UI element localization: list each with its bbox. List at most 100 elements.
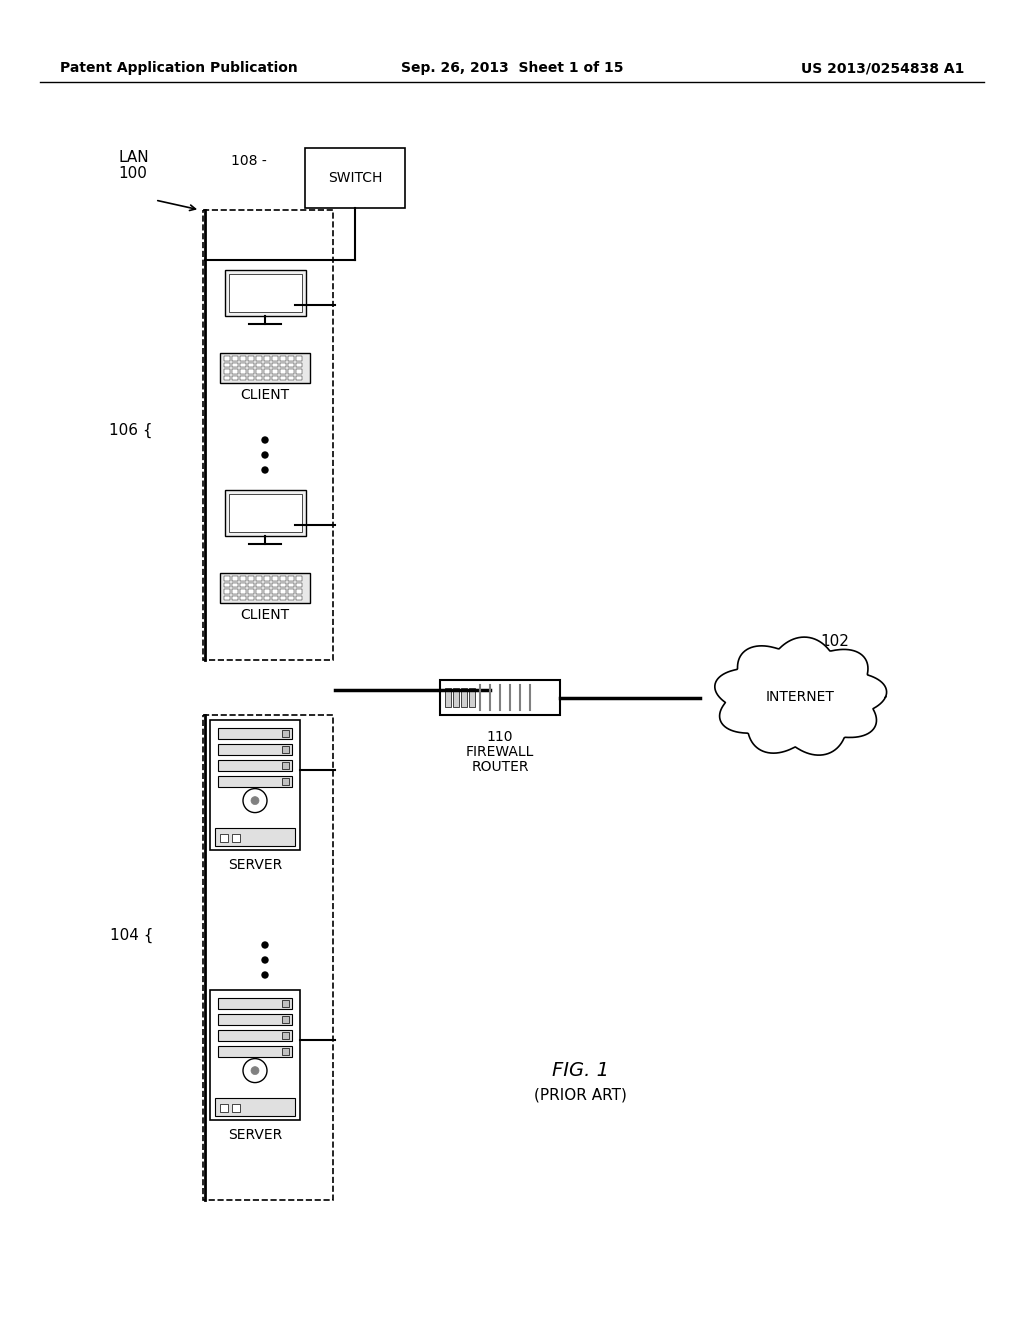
FancyBboxPatch shape [240,370,246,374]
Text: (PRIOR ART): (PRIOR ART) [534,1088,627,1102]
FancyBboxPatch shape [256,576,262,581]
FancyBboxPatch shape [280,595,286,601]
FancyBboxPatch shape [232,589,238,594]
FancyBboxPatch shape [296,589,302,594]
FancyBboxPatch shape [224,595,230,601]
FancyBboxPatch shape [232,1104,240,1111]
FancyBboxPatch shape [224,576,230,581]
FancyBboxPatch shape [232,582,238,587]
FancyBboxPatch shape [224,490,305,536]
Circle shape [262,957,268,964]
Circle shape [262,451,268,458]
FancyBboxPatch shape [296,582,302,587]
FancyBboxPatch shape [280,356,286,360]
FancyBboxPatch shape [248,595,254,601]
Text: 106 {: 106 { [110,422,153,438]
FancyBboxPatch shape [232,363,238,367]
Text: FIG. 1: FIG. 1 [552,1060,608,1080]
Text: CLIENT: CLIENT [241,388,290,403]
FancyBboxPatch shape [282,1001,289,1007]
FancyBboxPatch shape [280,363,286,367]
FancyBboxPatch shape [272,589,278,594]
FancyBboxPatch shape [264,595,270,601]
FancyBboxPatch shape [218,998,292,1008]
FancyBboxPatch shape [272,595,278,601]
FancyBboxPatch shape [264,363,270,367]
FancyBboxPatch shape [215,828,295,846]
FancyBboxPatch shape [272,582,278,587]
FancyBboxPatch shape [240,576,246,581]
Text: US 2013/0254838 A1: US 2013/0254838 A1 [801,61,964,75]
Text: SWITCH: SWITCH [328,172,382,185]
FancyBboxPatch shape [296,595,302,601]
FancyBboxPatch shape [218,1045,292,1057]
FancyBboxPatch shape [210,990,300,1119]
Text: SERVER: SERVER [228,1129,283,1142]
FancyBboxPatch shape [220,834,228,842]
FancyBboxPatch shape [240,595,246,601]
FancyBboxPatch shape [440,680,560,715]
FancyBboxPatch shape [282,746,289,752]
FancyBboxPatch shape [224,589,230,594]
FancyBboxPatch shape [280,589,286,594]
FancyBboxPatch shape [218,760,292,771]
FancyBboxPatch shape [264,589,270,594]
FancyBboxPatch shape [288,375,294,380]
FancyBboxPatch shape [224,356,230,360]
FancyBboxPatch shape [224,370,230,374]
FancyBboxPatch shape [282,1048,289,1055]
FancyBboxPatch shape [461,688,467,708]
FancyBboxPatch shape [248,589,254,594]
FancyBboxPatch shape [228,494,301,532]
FancyBboxPatch shape [256,589,262,594]
Circle shape [262,942,268,948]
FancyBboxPatch shape [305,148,406,209]
FancyBboxPatch shape [288,595,294,601]
Text: 104 {: 104 { [110,928,153,942]
FancyBboxPatch shape [280,375,286,380]
FancyBboxPatch shape [248,356,254,360]
FancyBboxPatch shape [288,370,294,374]
FancyBboxPatch shape [296,363,302,367]
FancyBboxPatch shape [296,375,302,380]
FancyBboxPatch shape [218,729,292,739]
FancyBboxPatch shape [224,582,230,587]
FancyBboxPatch shape [288,363,294,367]
FancyBboxPatch shape [264,582,270,587]
FancyBboxPatch shape [272,363,278,367]
FancyBboxPatch shape [288,356,294,360]
Text: INTERNET: INTERNET [766,690,835,704]
Text: 100: 100 [118,166,146,181]
FancyBboxPatch shape [282,730,289,737]
FancyBboxPatch shape [264,576,270,581]
FancyBboxPatch shape [256,370,262,374]
Text: FIREWALL: FIREWALL [466,744,535,759]
FancyBboxPatch shape [445,688,451,708]
FancyBboxPatch shape [256,363,262,367]
Text: LAN: LAN [118,150,148,165]
FancyBboxPatch shape [280,576,286,581]
FancyBboxPatch shape [469,688,475,708]
FancyBboxPatch shape [224,271,305,315]
FancyBboxPatch shape [264,356,270,360]
Circle shape [262,972,268,978]
FancyBboxPatch shape [248,375,254,380]
FancyBboxPatch shape [248,576,254,581]
FancyBboxPatch shape [256,582,262,587]
FancyBboxPatch shape [240,356,246,360]
Polygon shape [715,638,887,755]
FancyBboxPatch shape [280,370,286,374]
FancyBboxPatch shape [264,375,270,380]
FancyBboxPatch shape [272,370,278,374]
FancyBboxPatch shape [282,777,289,785]
FancyBboxPatch shape [218,1014,292,1026]
FancyBboxPatch shape [288,576,294,581]
Circle shape [251,1067,259,1074]
FancyBboxPatch shape [282,762,289,770]
FancyBboxPatch shape [264,370,270,374]
FancyBboxPatch shape [280,582,286,587]
FancyBboxPatch shape [272,375,278,380]
FancyBboxPatch shape [288,589,294,594]
FancyBboxPatch shape [220,352,310,383]
FancyBboxPatch shape [240,582,246,587]
